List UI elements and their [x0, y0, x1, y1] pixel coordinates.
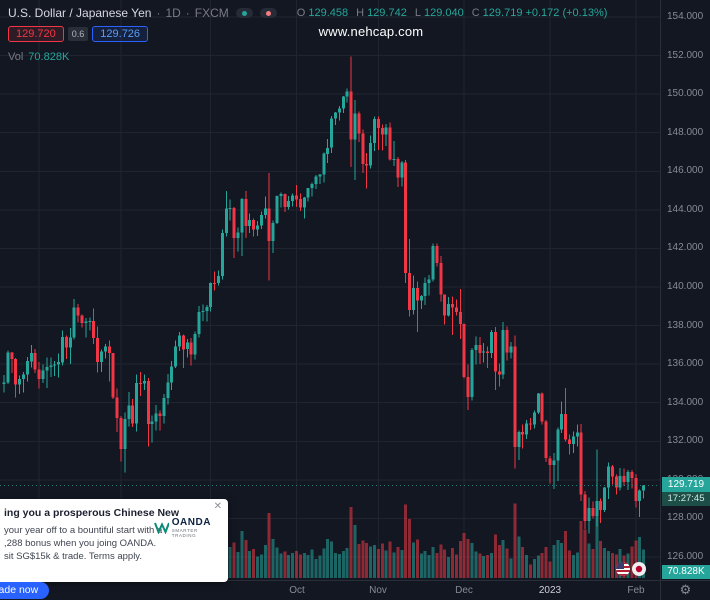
- time-axis[interactable]: Oct Nov Dec 2023 Feb: [0, 580, 660, 600]
- us-flag-icon: [616, 562, 630, 576]
- symbol-row: U.S. Dollar / Japanese Yen · 1D · FXCM O…: [8, 6, 607, 20]
- volume-axis-badge: 70.828K: [662, 565, 710, 579]
- candles-layer: [2, 56, 646, 534]
- price-scale-label: 126.000: [667, 551, 704, 562]
- ad-banner: ✕ ing you a prosperous Chinese New your …: [0, 499, 228, 582]
- close-value: 129.719: [482, 7, 523, 19]
- time-axis-label: Dec: [455, 585, 473, 596]
- economic-events-icons[interactable]: [616, 562, 646, 576]
- separator: ·: [185, 6, 190, 20]
- price-scale[interactable]: 126.000128.000130.000132.000134.000136.0…: [660, 0, 710, 580]
- axis-corner: ⚙: [660, 580, 710, 600]
- time-axis-label: 2023: [538, 585, 562, 596]
- ad-title: ing you a prosperous Chinese New: [4, 507, 180, 519]
- gear-icon[interactable]: ⚙: [679, 582, 692, 597]
- open-label: O: [296, 7, 306, 19]
- low-label: L: [414, 7, 421, 19]
- price-scale-label: 136.000: [667, 358, 704, 369]
- price-scale-label: 140.000: [667, 281, 704, 292]
- buy-price-button[interactable]: 129.726: [92, 26, 149, 42]
- jp-flag-icon: [632, 562, 646, 576]
- ad-line: sit SG$15k & trade. Terms apply.: [4, 551, 142, 562]
- ad-line: ,288 bonus when you joing OANDA.: [4, 538, 157, 549]
- price-scale-label: 154.000: [667, 11, 704, 22]
- price-scale-label: 138.000: [667, 320, 704, 331]
- price-scale-label: 128.000: [667, 512, 704, 523]
- time-axis-label: Nov: [369, 585, 387, 596]
- ad-text: ing you a prosperous Chinese New your ye…: [4, 507, 180, 563]
- price-chart[interactable]: [0, 0, 660, 580]
- close-icon[interactable]: ✕: [213, 501, 222, 512]
- current-price-badge: 129.719: [662, 477, 710, 492]
- time-axis-label: Oct: [289, 585, 305, 596]
- market-status-pill-up[interactable]: [235, 8, 253, 18]
- price-scale-label: 142.000: [667, 242, 704, 253]
- oanda-logo-text: OANDA: [171, 517, 211, 528]
- chart-legend: U.S. Dollar / Japanese Yen · 1D · FXCM O…: [8, 6, 607, 63]
- price-scale-label: 144.000: [667, 204, 704, 215]
- oanda-logo: OANDA SMARTER TRADING: [154, 517, 220, 538]
- high-label: H: [356, 7, 365, 19]
- volume-label: Vol: [8, 51, 24, 63]
- price-scale-label: 150.000: [667, 88, 704, 99]
- separator: ·: [156, 6, 161, 20]
- green-dot-icon: [241, 10, 247, 16]
- price-scale-label: 146.000: [667, 165, 704, 176]
- time-axis-label: Feb: [627, 585, 645, 596]
- sell-price-button[interactable]: 129.720: [8, 26, 64, 42]
- high-value: 129.742: [367, 7, 407, 19]
- bar-countdown-badge: 17:27:45: [662, 492, 710, 506]
- volume-value: 70.828K: [28, 51, 70, 63]
- volume-row: Vol 70.828K: [8, 51, 607, 63]
- pink-dot-icon: [265, 10, 271, 16]
- trade-now-button[interactable]: Trade now: [0, 582, 50, 599]
- low-value: 129.040: [423, 7, 464, 19]
- close-label: C: [471, 7, 480, 19]
- open-value: 129.458: [308, 7, 349, 19]
- price-scale-label: 134.000: [667, 397, 704, 408]
- spread-label: 0.6: [67, 27, 89, 41]
- bid-ask-row: 129.720 0.6 129.726: [8, 26, 607, 42]
- symbol-name[interactable]: U.S. Dollar / Japanese Yen: [8, 6, 152, 20]
- timeframe-label[interactable]: 1D: [165, 6, 181, 20]
- price-scale-label: 132.000: [667, 435, 704, 446]
- market-status-pill-down[interactable]: [259, 8, 277, 18]
- ohlc-readout: O 129.458 H 129.742 L 129.040 C 129.719 +0.1…: [292, 7, 608, 19]
- oanda-w-icon: [154, 522, 169, 534]
- price-scale-label: 148.000: [667, 127, 704, 138]
- grid-layer: [0, 0, 660, 580]
- watermark: www.nehcap.com: [318, 24, 424, 39]
- ad-line: your year off to a bountiful start with …: [4, 525, 163, 536]
- change-value: +0.172 (+0.13%): [525, 7, 608, 19]
- exchange-label[interactable]: FXCM: [194, 6, 229, 20]
- price-scale-label: 152.000: [667, 50, 704, 61]
- oanda-logo-tagline: SMARTER TRADING: [171, 528, 198, 538]
